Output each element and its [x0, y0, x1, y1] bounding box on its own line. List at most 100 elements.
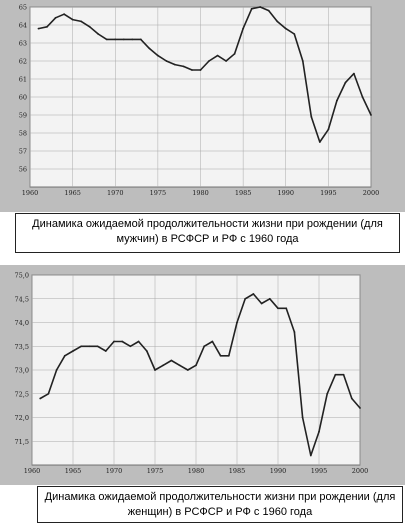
- chart-caption-men: Динамика ожидаемой продолжительности жиз…: [15, 213, 400, 253]
- data-point: [63, 354, 66, 357]
- data-point: [326, 392, 329, 395]
- data-point: [80, 20, 83, 23]
- data-point: [318, 430, 320, 433]
- data-point: [80, 345, 83, 348]
- x-tick-label: 1985: [235, 189, 252, 197]
- x-tick-label: 1970: [107, 189, 124, 197]
- data-point: [244, 297, 247, 300]
- data-point: [165, 60, 168, 62]
- x-tick-label: 1975: [147, 467, 164, 475]
- data-point: [350, 397, 353, 400]
- data-point: [284, 27, 287, 30]
- data-point: [131, 38, 134, 41]
- data-point: [301, 60, 304, 62]
- data-point: [203, 345, 206, 348]
- data-point: [162, 364, 165, 367]
- chart-panel-men: 1960 1965 1970 1975 1980 1985 1990 1995 2000 56 57…: [0, 0, 405, 212]
- x-tick-label: 1995: [320, 189, 337, 197]
- data-point: [156, 54, 159, 57]
- y-tick-label: 72,0: [15, 414, 29, 422]
- data-point: [139, 38, 142, 41]
- data-point: [88, 345, 91, 348]
- x-tick-label: 1960: [22, 189, 39, 197]
- data-point: [191, 69, 193, 71]
- data-point: [114, 38, 117, 41]
- data-point: [104, 350, 107, 352]
- x-tick-label: 1965: [64, 189, 81, 197]
- data-point: [361, 96, 364, 98]
- data-point: [242, 27, 245, 30]
- data-point: [293, 33, 296, 35]
- x-tick-label: 1980: [192, 189, 209, 197]
- x-tick-label: 1965: [65, 467, 82, 475]
- data-point: [97, 33, 100, 35]
- x-tick-label: 1995: [311, 467, 328, 475]
- data-point: [129, 345, 132, 348]
- data-point: [301, 416, 304, 419]
- data-point: [195, 364, 197, 367]
- data-point: [233, 52, 236, 55]
- y-tick-label: 64: [19, 22, 27, 30]
- x-tick-label: 2000: [363, 189, 380, 197]
- data-point: [63, 13, 65, 16]
- data-point: [199, 69, 202, 71]
- y-tick-label: 58: [19, 130, 27, 138]
- data-point: [122, 38, 125, 41]
- data-point: [137, 340, 140, 343]
- data-point: [260, 302, 263, 305]
- y-tick-label: 56: [19, 166, 27, 174]
- data-point: [208, 60, 210, 62]
- x-tick-label: 1960: [24, 467, 41, 475]
- data-point: [37, 27, 40, 30]
- line-chart-men: 1960 1965 1970 1975 1980 1985 1990 1995 2000 56 57…: [19, 4, 380, 198]
- data-point: [219, 354, 222, 357]
- data-point: [182, 65, 185, 68]
- data-point: [54, 16, 57, 19]
- data-point: [359, 407, 361, 409]
- data-point: [276, 20, 279, 23]
- data-point: [178, 364, 181, 367]
- data-point: [72, 350, 74, 352]
- y-tick-label: 73,0: [15, 367, 29, 375]
- data-point: [216, 54, 219, 57]
- data-point: [174, 63, 176, 66]
- x-tick-label: 1970: [106, 467, 123, 475]
- y-tick-label: 75,0: [15, 272, 29, 280]
- series-line: [38, 6, 372, 143]
- chart-caption-women: Динамика ожидаемой продолжительности жиз…: [37, 486, 403, 523]
- data-point: [267, 9, 270, 12]
- data-point: [336, 99, 338, 102]
- data-point: [186, 369, 189, 371]
- x-tick-label: 1990: [270, 467, 287, 475]
- data-point: [318, 141, 321, 143]
- data-point: [344, 81, 347, 84]
- data-point: [236, 321, 238, 324]
- data-point: [145, 350, 148, 352]
- series-line: [39, 293, 361, 457]
- y-tick-label: 74,5: [15, 295, 29, 303]
- data-point: [268, 297, 271, 300]
- line-chart-women: 1960 1965 1970 1975 1980 1985 1990 1995 2000 71,5…: [15, 272, 369, 476]
- x-tick-label: 1990: [277, 189, 294, 197]
- data-point: [55, 369, 58, 371]
- data-point: [96, 345, 99, 348]
- data-point: [170, 359, 173, 362]
- data-point: [293, 331, 296, 333]
- data-point: [250, 7, 253, 10]
- data-point: [310, 115, 313, 118]
- y-tick-label: 61: [19, 76, 27, 84]
- data-point: [46, 25, 48, 28]
- y-tick-label: 74,0: [15, 319, 29, 327]
- data-point: [252, 293, 255, 295]
- data-point: [47, 392, 50, 395]
- data-point: [370, 114, 372, 116]
- data-point: [105, 38, 108, 41]
- data-point: [309, 454, 312, 457]
- y-tick-label: 71,5: [15, 438, 29, 446]
- x-tick-label: 1975: [150, 189, 167, 197]
- data-point: [277, 307, 279, 310]
- data-point: [342, 373, 345, 376]
- x-tick-label: 1980: [188, 467, 205, 475]
- data-point: [154, 369, 156, 371]
- data-point: [39, 397, 42, 400]
